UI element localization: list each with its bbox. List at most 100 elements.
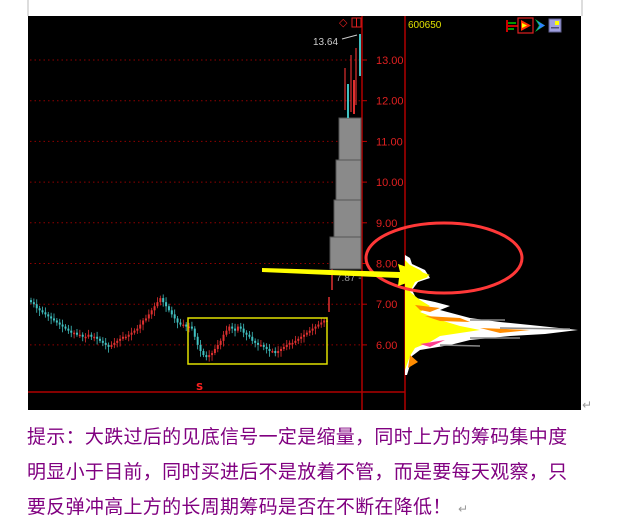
candle	[317, 320, 320, 329]
candle-body	[101, 340, 104, 343]
candle	[162, 294, 165, 307]
candle	[242, 323, 245, 338]
arrow-chip-icon[interactable]	[535, 19, 545, 32]
candle-body	[153, 306, 156, 311]
candle-body	[317, 324, 320, 327]
candle-body	[320, 322, 323, 325]
candle	[213, 345, 216, 356]
diamond-icon[interactable]: ◇	[339, 16, 348, 29]
price-tick-label: 13.00	[376, 55, 404, 67]
candle	[38, 305, 41, 317]
chip-distribution	[405, 255, 578, 375]
candle	[84, 333, 87, 343]
caption-paragraph: 提示：大跌过后的见底信号一定是缩量，同时上方的筹码集中度 明显小于目前，同时买进…	[27, 420, 627, 527]
candle	[190, 321, 193, 331]
candle-body	[121, 336, 124, 339]
candle	[156, 297, 159, 309]
candle	[73, 330, 76, 339]
candle	[30, 297, 32, 305]
candle	[150, 307, 153, 319]
candle	[297, 336, 300, 345]
price-tick-label: 6.00	[376, 340, 397, 352]
candle-body	[165, 302, 168, 307]
candle-body	[231, 326, 234, 329]
candle	[52, 313, 55, 323]
chip-distribution-icon[interactable]	[506, 20, 518, 32]
candle-body	[323, 320, 326, 323]
candle	[300, 333, 303, 344]
candle	[303, 329, 306, 343]
candle	[196, 333, 199, 350]
candle	[139, 319, 142, 334]
settings-panel-icon[interactable]	[548, 18, 562, 33]
candle-body	[55, 320, 58, 323]
candle-body	[188, 326, 191, 329]
high-pointer-arrow	[341, 34, 358, 40]
candle	[236, 324, 239, 333]
candle-body	[98, 338, 101, 341]
candle	[35, 299, 38, 313]
candle-body	[136, 328, 139, 331]
candle	[90, 332, 93, 341]
sell-signal-marker: S	[196, 382, 203, 393]
candle-body	[70, 330, 73, 333]
candle	[211, 350, 214, 361]
candle	[127, 331, 130, 342]
candle	[202, 348, 205, 358]
candle-body	[38, 308, 41, 311]
caption-line-text: 要反弹冲高上方的长周期筹码是否在不断在降低！	[27, 496, 452, 518]
candle	[170, 306, 173, 318]
candle-body	[130, 332, 133, 335]
candle-body	[61, 324, 64, 327]
candle	[208, 350, 211, 362]
candle-body	[73, 332, 76, 335]
candle	[110, 341, 113, 349]
yellow-arrow	[262, 264, 430, 286]
candle	[193, 326, 196, 341]
candle	[101, 337, 104, 347]
price-tick-label: 9.00	[376, 218, 397, 230]
candle-body	[265, 346, 268, 349]
candle-body	[297, 338, 300, 341]
candle-body	[303, 334, 306, 337]
caption-line: 要反弹冲高上方的长周期筹码是否在不断在降低！ ↵	[27, 490, 627, 527]
candle	[182, 319, 185, 328]
candle-body	[282, 346, 285, 349]
candle-body	[58, 322, 61, 325]
candle	[121, 331, 124, 341]
candle-body	[185, 324, 188, 327]
candle	[159, 295, 162, 306]
candle-body	[147, 314, 150, 319]
candle	[61, 319, 64, 333]
candle-body	[170, 310, 173, 315]
candles	[30, 294, 328, 362]
candle-body	[156, 302, 159, 307]
paragraph-mark: ↵	[582, 398, 593, 412]
candle	[116, 338, 119, 348]
candle	[251, 331, 254, 345]
candle	[119, 335, 122, 347]
candle	[320, 317, 323, 328]
candle	[216, 340, 219, 353]
price-tick-label: 8.00	[376, 259, 397, 271]
candle-body	[150, 310, 153, 315]
candle-body	[116, 340, 119, 343]
candle-body	[133, 330, 136, 333]
candle-body	[67, 328, 70, 331]
candle	[265, 343, 268, 354]
candle	[173, 309, 176, 323]
price-marker-label: 7.87 -	[336, 273, 362, 284]
candle	[282, 343, 285, 352]
candle-body	[251, 336, 254, 341]
candle	[55, 318, 58, 326]
candle-body	[216, 344, 219, 349]
candle-body	[268, 348, 271, 352]
candle	[234, 323, 237, 337]
candle-body	[208, 355, 211, 358]
candle-body	[242, 328, 245, 333]
candle	[268, 344, 271, 357]
flame-chip-icon[interactable]	[517, 17, 534, 34]
candle-body	[294, 340, 297, 343]
candle	[257, 339, 260, 351]
candle	[291, 339, 294, 349]
